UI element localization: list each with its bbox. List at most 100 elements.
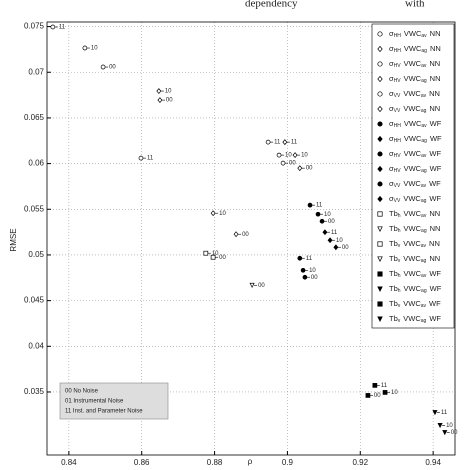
y-tick-label: 0.04	[28, 341, 44, 350]
legend-subscript: HV	[394, 153, 402, 159]
noise-key-box	[59, 382, 169, 420]
legend-label: Tbv VWCag NN	[389, 254, 440, 264]
legend-subscript: VV	[394, 108, 401, 114]
legend-variable: VWC	[403, 239, 421, 248]
legend-method: WF	[429, 314, 441, 323]
legend-label: Tbv VWCag WF	[389, 314, 441, 324]
point	[297, 255, 303, 261]
legend-label: σVV VWCav NN	[389, 89, 440, 99]
legend-symbol: Tb	[389, 254, 398, 263]
point-label: 10	[91, 46, 98, 52]
legend-symbol: σ	[389, 74, 394, 83]
marker	[377, 75, 383, 83]
point	[333, 244, 339, 251]
legend-subscript: av	[421, 273, 427, 279]
y-tick-label: 0.065	[24, 113, 45, 122]
x-tick-label: 0.92	[352, 458, 368, 467]
legend-variable: VWC	[404, 44, 422, 53]
marker	[377, 271, 383, 277]
point-label: 10	[324, 212, 331, 218]
point-label: 11	[316, 203, 323, 209]
marker	[377, 121, 383, 127]
point-label: 11	[306, 256, 313, 262]
legend-subscript: VV	[394, 183, 401, 189]
legend-subscript: ag	[421, 78, 427, 84]
legend-label: σHV VWCag NN	[389, 74, 441, 84]
legend-variable: VWC	[403, 89, 421, 98]
point	[138, 155, 144, 161]
point-label: 00	[109, 65, 116, 71]
legend-label: σVV VWCag WF	[389, 194, 441, 204]
legend-label: σHH VWCag WF	[389, 134, 442, 144]
legend-method: NN	[429, 89, 440, 98]
point	[437, 423, 443, 429]
legend-variable: VWC	[404, 59, 422, 68]
legend-variable: VWC	[404, 209, 422, 218]
legend-variable: VWC	[404, 74, 422, 83]
legend-method: NN	[429, 104, 440, 113]
point	[365, 393, 371, 398]
legend-subscript: h	[398, 213, 401, 219]
legend-label: σHH VWCav WF	[389, 119, 442, 129]
legend-method: NN	[429, 59, 440, 68]
legend-variable: VWC	[403, 299, 421, 308]
legend-subscript: ag	[421, 228, 427, 234]
legend-subscript: av	[421, 153, 427, 159]
legend-method: NN	[430, 29, 441, 38]
marker	[377, 135, 383, 143]
legend-symbol: σ	[389, 164, 394, 173]
legend-variable: VWC	[404, 149, 422, 158]
legend-subscript: HH	[394, 138, 402, 144]
header-fragment: with	[405, 0, 425, 10]
x-tick-label: 0.84	[61, 458, 77, 467]
marker	[377, 31, 383, 37]
point	[300, 267, 306, 273]
y-tick-label: 0.045	[24, 296, 45, 305]
legend-label: Tbh VWCav NN	[389, 209, 440, 219]
legend-method: WF	[430, 119, 442, 128]
point	[315, 211, 321, 217]
legend-variable: VWC	[404, 134, 422, 143]
marker	[377, 151, 383, 157]
point	[442, 430, 448, 436]
point	[249, 282, 255, 289]
point	[203, 250, 209, 256]
legend-method: WF	[429, 179, 441, 188]
legend-subscript: ag	[421, 108, 427, 114]
point	[282, 139, 288, 146]
legend-variable: VWC	[403, 254, 421, 263]
legend-subscript: ag	[421, 168, 427, 174]
x-tick-label: 0.9	[282, 458, 294, 467]
point	[276, 152, 282, 158]
legend-symbol: Tb	[389, 209, 398, 218]
legend-subscript: av	[421, 63, 427, 69]
y-tick-label: 0.07	[28, 67, 44, 76]
legend-method: NN	[430, 224, 441, 233]
legend-subscript: h	[398, 228, 401, 234]
marker	[377, 226, 383, 232]
point-label: 00	[219, 255, 226, 261]
legend-subscript: av	[421, 183, 427, 189]
legend-variable: VWC	[404, 284, 422, 293]
point-label: 00	[258, 283, 265, 289]
point-label: 11	[331, 230, 338, 236]
legend-variable: VWC	[404, 224, 422, 233]
legend-method: WF	[429, 194, 441, 203]
legend-symbol: σ	[389, 89, 394, 98]
legend-label: σVV VWCag NN	[389, 104, 440, 114]
legend-variable: VWC	[403, 194, 421, 203]
point	[432, 410, 438, 416]
point-label: 10	[309, 268, 316, 274]
legend-symbol: Tb	[389, 284, 398, 293]
legend-subscript: HH	[394, 33, 402, 39]
point-label: 11	[291, 140, 298, 146]
legend-symbol: σ	[389, 29, 394, 38]
x-tick-label: 0.94	[425, 458, 441, 467]
legend-variable: VWC	[403, 104, 421, 113]
legend-label: Tbh VWCav WF	[389, 269, 441, 279]
marker	[377, 241, 383, 247]
legend-symbol: σ	[389, 134, 394, 143]
legend-method: NN	[429, 254, 440, 263]
point	[372, 383, 378, 388]
